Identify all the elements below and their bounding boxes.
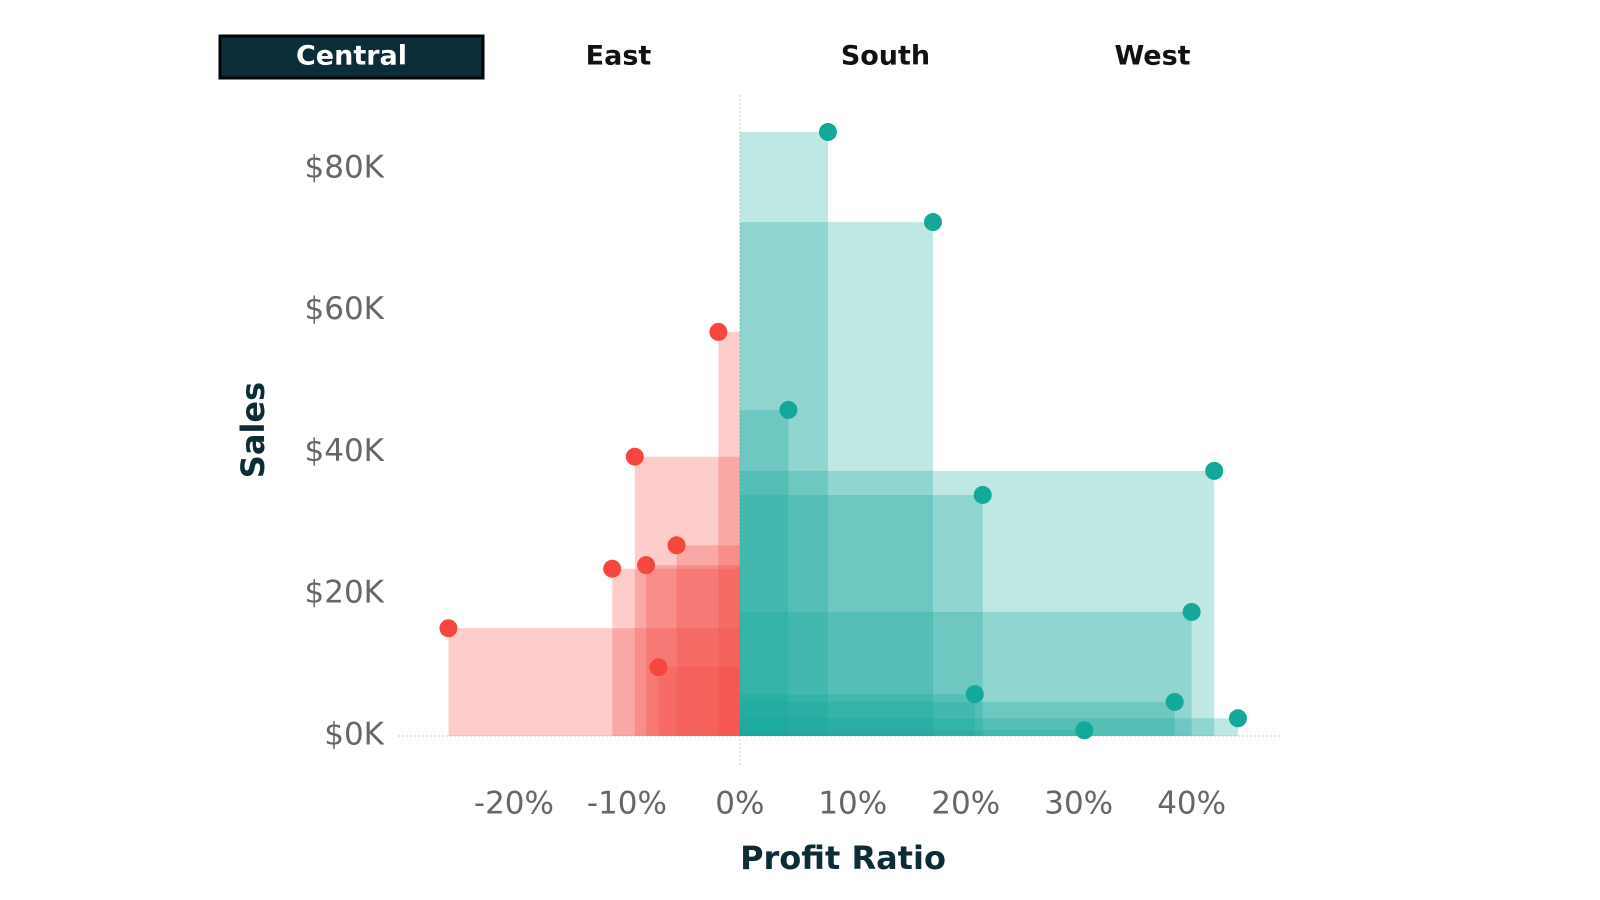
point: [439, 619, 458, 638]
point: [709, 322, 728, 341]
area-rect: [739, 409, 789, 736]
area-rect: [658, 667, 740, 736]
area-rect: [739, 694, 975, 736]
point: [637, 556, 656, 575]
y-tick-label: $80K: [305, 149, 385, 185]
point: [965, 685, 984, 704]
tab-label[interactable]: West: [1114, 41, 1190, 72]
x-tick-label: 10%: [818, 786, 887, 822]
point: [1205, 461, 1224, 480]
point: [1182, 602, 1201, 621]
point: [1165, 692, 1184, 711]
area-rect: [739, 611, 1192, 736]
area-rect: [612, 568, 740, 736]
area-rect: [739, 730, 1085, 736]
point: [779, 400, 798, 419]
area-rect: [739, 718, 1238, 736]
point: [625, 447, 644, 466]
area-rect: [634, 456, 740, 736]
x-tick-label: 40%: [1157, 786, 1226, 822]
x-tick-label: 0%: [715, 786, 764, 822]
area-rect: [676, 545, 740, 736]
area-rect: [739, 222, 933, 737]
point: [649, 658, 668, 677]
area-rect: [739, 701, 1175, 736]
x-tick-label: 20%: [931, 786, 1000, 822]
area-rect: [739, 132, 828, 736]
tab-label[interactable]: South: [841, 41, 930, 72]
point: [973, 485, 992, 504]
point: [667, 536, 686, 555]
point: [603, 559, 622, 578]
point: [1075, 721, 1094, 740]
y-tick-label: $0K: [324, 717, 384, 753]
tab-selected[interactable]: [218, 34, 485, 80]
area-rect: [646, 565, 740, 736]
y-axis-title: Sales: [234, 382, 272, 478]
x-axis-title: Profit Ratio: [740, 839, 946, 877]
y-tick-label: $20K: [305, 575, 385, 611]
area-rect: [718, 331, 740, 736]
area-rect: [739, 494, 983, 736]
y-tick-label: $60K: [305, 291, 385, 327]
point: [1228, 709, 1247, 728]
x-tick-label: -20%: [474, 786, 554, 822]
area-rect: [448, 628, 740, 736]
y-tick-label: $40K: [305, 433, 385, 469]
tab-label[interactable]: Central: [296, 41, 407, 72]
x-tick-label: 30%: [1044, 786, 1113, 822]
point: [923, 213, 942, 232]
point: [818, 123, 837, 142]
x-tick-label: -10%: [587, 786, 667, 822]
tab-label[interactable]: East: [586, 41, 652, 72]
